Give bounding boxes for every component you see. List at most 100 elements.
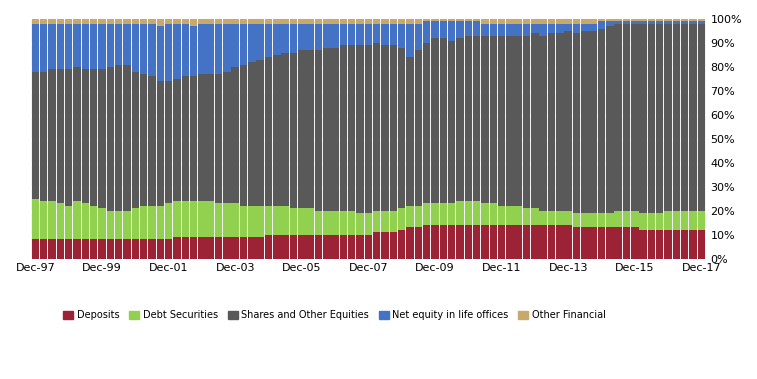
Bar [640,24,646,213]
Bar [73,240,81,258]
Bar [173,24,181,79]
Bar [473,21,481,36]
Bar [548,19,556,24]
Bar [606,213,613,227]
Bar [340,24,347,45]
Bar [382,19,389,24]
Bar [640,230,646,258]
Bar [98,208,106,240]
Bar [382,45,389,211]
Bar [215,204,223,237]
Bar [340,235,347,258]
Bar [473,19,481,21]
Bar [581,31,588,213]
Bar [198,74,206,201]
Bar [323,19,331,24]
Bar [190,77,198,201]
Bar [440,19,447,21]
Bar [140,24,148,74]
Bar [115,211,123,240]
Bar [473,201,481,225]
Bar [615,211,621,227]
Bar [65,19,73,24]
Bar [490,204,497,225]
Bar [240,64,248,206]
Bar [656,21,663,24]
Bar [423,21,431,43]
Bar [323,24,331,48]
Bar [232,237,239,258]
Bar [573,213,580,227]
Bar [465,19,472,21]
Bar [282,235,289,258]
Bar [631,24,638,211]
Bar [690,24,696,211]
Bar [365,45,372,213]
Bar [623,24,630,211]
Bar [215,237,223,258]
Bar [223,204,231,237]
Bar [540,211,547,225]
Bar [423,225,431,258]
Bar [307,19,314,24]
Bar [665,211,671,230]
Bar [365,19,372,24]
Bar [556,225,563,258]
Bar [57,24,64,69]
Bar [90,69,98,206]
Bar [207,19,214,24]
Bar [165,19,173,24]
Bar [290,53,298,208]
Bar [248,237,256,258]
Bar [82,240,89,258]
Bar [348,45,356,211]
Bar [40,19,48,24]
Bar [498,225,506,258]
Bar [398,19,406,24]
Bar [32,24,39,72]
Bar [323,235,331,258]
Bar [456,38,464,201]
Bar [240,206,248,237]
Bar [98,24,106,69]
Bar [390,45,397,211]
Bar [606,26,613,213]
Bar [182,201,189,237]
Bar [681,211,688,230]
Bar [357,19,364,24]
Bar [590,19,597,24]
Bar [598,19,605,21]
Bar [573,24,580,33]
Bar [523,208,531,225]
Bar [431,225,439,258]
Bar [398,208,406,230]
Bar [456,201,464,225]
Bar [32,72,39,199]
Bar [431,204,439,225]
Bar [157,81,164,206]
Bar [490,24,497,36]
Bar [581,227,588,258]
Bar [32,19,39,24]
Bar [73,24,81,67]
Bar [673,19,680,21]
Bar [473,36,481,201]
Bar [515,24,522,36]
Bar [298,24,306,50]
Bar [665,24,671,211]
Bar [165,81,173,204]
Bar [173,19,181,24]
Bar [631,19,638,21]
Bar [698,211,705,230]
Bar [581,19,588,24]
Bar [215,24,223,74]
Bar [531,33,539,208]
Bar [165,240,173,258]
Bar [606,227,613,258]
Bar [98,69,106,208]
Bar [606,21,613,26]
Bar [140,240,148,258]
Bar [323,211,331,235]
Bar [273,235,281,258]
Bar [498,19,506,24]
